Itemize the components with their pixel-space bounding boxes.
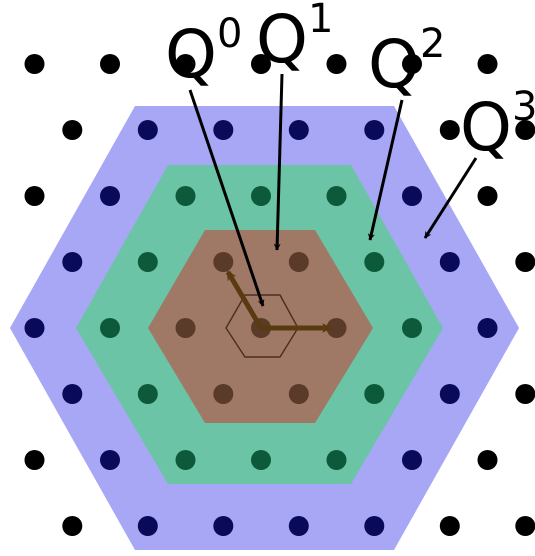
q1-lattice-point — [213, 252, 234, 272]
outer-lattice-point — [515, 516, 535, 536]
outer-lattice-point — [439, 120, 460, 140]
q2-lattice-point — [137, 384, 158, 404]
q2-label: Q2 — [368, 21, 445, 103]
q3-lattice-point — [213, 516, 234, 536]
outer-lattice-point — [439, 516, 460, 536]
q2-lattice-point — [251, 186, 271, 206]
q2-lattice-point — [137, 252, 158, 272]
q3-lattice-point — [62, 384, 83, 404]
lattice-points — [24, 54, 535, 536]
q1-label: Q1 — [256, 0, 333, 78]
q3-lattice-point — [24, 318, 45, 338]
q2-lattice-point — [175, 450, 196, 470]
q0-pointer-arrow — [188, 89, 265, 307]
q3-lattice-point — [137, 516, 158, 536]
outer-lattice-point — [251, 54, 271, 74]
q3-lattice-point — [100, 186, 120, 206]
q1-lattice-point — [288, 252, 309, 272]
q3-lattice-point — [100, 450, 120, 470]
q3-lattice-point — [62, 252, 83, 272]
q1-lattice-point — [213, 384, 234, 404]
outer-lattice-point — [477, 186, 498, 206]
outer-lattice-point — [24, 54, 45, 74]
q2-lattice-point — [326, 450, 347, 470]
q1-lattice-point — [175, 318, 196, 338]
q0-label: Q0 — [165, 11, 242, 93]
q2-lattice-point — [326, 186, 347, 206]
outer-lattice-point — [477, 54, 498, 74]
outer-lattice-point — [477, 450, 498, 470]
outer-lattice-point — [515, 120, 535, 140]
q2-lattice-point — [364, 384, 385, 404]
outer-lattice-point — [515, 384, 535, 404]
outer-lattice-point — [62, 120, 83, 140]
outer-lattice-point — [402, 54, 422, 74]
q2-lattice-point — [100, 318, 120, 338]
outer-lattice-point — [326, 54, 347, 74]
q2-lattice-point — [251, 450, 271, 470]
q3-lattice-point — [288, 120, 309, 140]
q2-lattice-point — [175, 186, 196, 206]
q1-lattice-point — [288, 384, 309, 404]
outer-lattice-point — [62, 516, 83, 536]
q1-pointer-arrow — [273, 73, 284, 251]
q3-lattice-point — [213, 120, 234, 140]
outer-lattice-point — [100, 54, 120, 74]
basis-vector-diagonal — [225, 270, 264, 330]
q3-lattice-point — [402, 450, 422, 470]
q3-label: Q3 — [460, 84, 535, 166]
q3-lattice-point — [439, 384, 460, 404]
q3-lattice-point — [288, 516, 309, 536]
q3-lattice-point — [364, 120, 385, 140]
q3-lattice-point — [477, 318, 498, 338]
q2-lattice-point — [364, 252, 385, 272]
outer-lattice-point — [24, 450, 45, 470]
q2-pointer-arrow — [367, 99, 404, 241]
q3-lattice-point — [439, 252, 460, 272]
q3-lattice-point — [364, 516, 385, 536]
outer-lattice-point — [24, 186, 45, 206]
q3-pointer-arrow — [423, 157, 478, 239]
outer-lattice-point — [175, 54, 196, 74]
q3-lattice-point — [137, 120, 158, 140]
q3-lattice-point — [402, 186, 422, 206]
outer-lattice-point — [515, 252, 535, 272]
q2-lattice-point — [402, 318, 422, 338]
